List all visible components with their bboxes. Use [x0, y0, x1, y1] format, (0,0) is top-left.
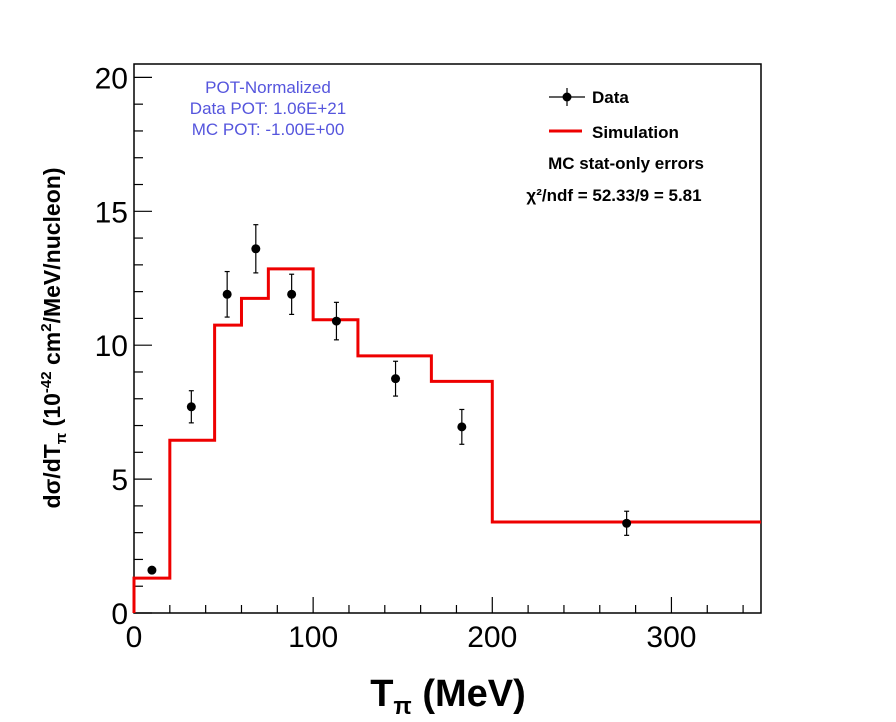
simulation-line	[132, 267, 761, 613]
data-point	[331, 316, 341, 326]
axis-tick-labels: 0 100 200 300 0 5 10 15 20	[95, 62, 697, 654]
y-tick-label: 10	[95, 330, 128, 363]
x-tick-label: 100	[288, 621, 338, 654]
data-point	[147, 565, 157, 575]
y-tick-label: 20	[95, 62, 128, 95]
legend-data-label: Data	[592, 88, 629, 107]
data-point	[186, 402, 196, 412]
mc-pot: MC POT: -1.00E+00	[192, 120, 345, 139]
simulation-layer	[132, 267, 761, 613]
data-point	[391, 374, 401, 384]
y-tick-label: 0	[111, 598, 128, 631]
y-tick-label: 5	[111, 464, 128, 497]
data-point	[222, 289, 232, 299]
data-layer	[147, 224, 632, 575]
y-tick-label: 15	[95, 196, 128, 229]
y-axis-label: dσ/dTπ (10-42 cm2/MeV/nucleon)	[38, 168, 70, 509]
legend-chi2: χ²/ndf = 52.33/9 = 5.81	[526, 186, 701, 205]
x-tick-label: 200	[467, 621, 517, 654]
x-axis-label: Tπ (MeV)	[370, 673, 526, 720]
plot-frame	[133, 63, 762, 614]
x-tick-label: 300	[646, 621, 696, 654]
data-pot: Data POT: 1.06E+21	[190, 99, 346, 118]
data-point	[251, 244, 261, 254]
legend-errors-note: MC stat-only errors	[548, 154, 704, 173]
data-point	[457, 422, 467, 432]
data-point	[287, 289, 297, 299]
data-point	[622, 518, 632, 528]
legend: Data Simulation MC stat-only errors χ²/n…	[526, 88, 704, 205]
axis-ticks	[133, 76, 744, 614]
legend-data-marker	[562, 92, 572, 102]
legend-sim-label: Simulation	[592, 123, 679, 142]
pot-title: POT-Normalized	[205, 78, 331, 97]
x-tick-label: 0	[126, 621, 143, 654]
